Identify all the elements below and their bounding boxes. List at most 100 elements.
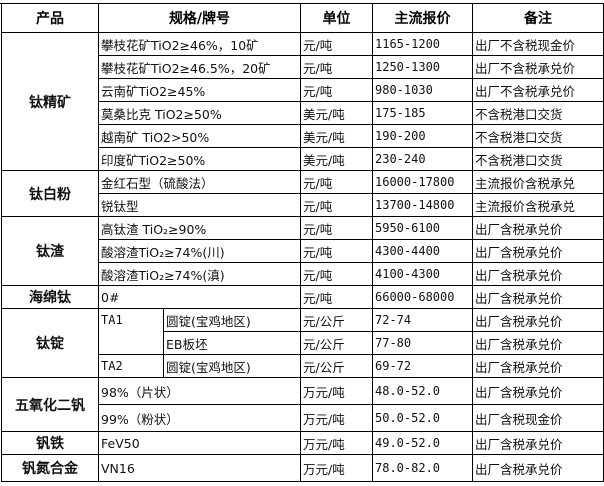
price-cell: 48.0-52.0 [372,377,473,405]
header-note: 备注 [472,3,604,33]
spec-cell: 高钛渣 TiO₂≥90% [98,216,301,240]
unit-cell: 元/吨 [300,193,373,217]
spec-cell: 云南矿TiO2≥45% [98,78,301,102]
spec-cell: 越南矿 TiO2>50% [98,124,301,148]
note-cell: 出厂不含税承兑价 [472,78,604,102]
price-cell: 1250-1300 [372,55,473,79]
note-cell: 出厂含税承兑价 [472,377,604,405]
price-table: 产品 规格/牌号 单位 主流报价 备注 钛精矿 攀枝花矿TiO2≥46%，10矿元… [1,3,604,482]
note-cell: 出厂含税承兑价 [472,454,604,482]
table-row: 海绵钛 0# 元/吨 66000-68000 出厂含税承兑价 [1,285,604,309]
unit-cell: 元/吨 [300,262,373,286]
note-cell: 主流报价含税承兑 [472,170,604,194]
note-cell: 出厂含税承兑价 [472,239,604,263]
note-cell: 出厂含税承兑价 [472,431,604,455]
unit-cell: 元/吨 [300,32,373,56]
header-row: 产品 规格/牌号 单位 主流报价 备注 [1,3,604,33]
price-cell: 190-200 [372,124,473,148]
spec-cell: 圆锭(宝鸡地区) [163,354,301,378]
table-row: 钛渣 高钛渣 TiO₂≥90% 元/吨 5950-6100 出厂含税承兑价 [1,216,604,286]
unit-cell: 元/吨 [300,285,373,309]
note-cell: 不含税港口交货 [472,124,604,148]
unit-cell: 万元/吨 [300,454,373,482]
note-cell: 出厂不含税承兑价 [472,55,604,79]
spec-cell: VN16 [98,454,301,482]
unit-cell: 美元/吨 [300,147,373,171]
table-row: 钛精矿 攀枝花矿TiO2≥46%，10矿 元/吨 1165-1200 出厂不含税现金价 [1,32,604,171]
product-name: 钛精矿 [1,32,99,171]
note-cell: 出厂不含税现金价 [472,32,604,56]
spec-cell: 攀枝花矿TiO2≥46%，10矿 [98,32,301,56]
spec-cell: 98%（片状） [98,377,301,405]
table-row: 莫桑比克 TiO2≥50% 美元/吨 175-185 不含税港口交货 [2,101,604,125]
table-row: 钛锭 TA1 圆锭(宝鸡地区) 元/公斤 72-74 出厂含税承兑价 [1,308,604,378]
price-cell: 72-74 [372,308,473,332]
unit-cell: 元/公斤 [300,354,373,378]
table-row: EB板坯 元/公斤 77-80 出厂含税承兑价 [2,331,604,355]
note-cell: 出厂含税承兑价 [472,216,604,240]
table-row: 云南矿TiO2≥45% 元/吨 980-1030 出厂不含税承兑价 [2,78,604,102]
note-cell: 出厂含税承兑价 [472,262,604,286]
unit-cell: 元/吨 [300,216,373,240]
product-name: 钒氮合金 [1,454,99,482]
note-cell: 主流报价含税承兑 [472,193,604,217]
price-cell: 16000-17800 [372,170,473,194]
table-row: 攀枝花矿TiO2≥46.5%，20矿 元/吨 1250-1300 出厂不含税承兑价 [2,55,604,79]
spec-cell: 酸溶渣TiO₂≥74%(川) [98,239,301,263]
price-cell: 175-185 [372,101,473,125]
spec-cell: 锐钛型 [98,193,301,217]
spec-cell: 攀枝花矿TiO2≥46.5%，20矿 [98,55,301,79]
unit-cell: 元/公斤 [300,331,373,355]
price-cell: 4300-4400 [372,239,473,263]
unit-cell: 万元/吨 [300,404,373,432]
price-cell: 77-80 [372,331,473,355]
table-row: 五氧化二钒 98%（片状） 万元/吨 48.0-52.0 出厂含税承兑价 [1,377,604,432]
table-row: 钛白粉 金红石型（硫酸法） 元/吨 16000-17800 主流报价含税承兑 [1,170,604,217]
price-cell: 50.0-52.0 [372,404,473,432]
header-product: 产品 [1,3,99,33]
header-unit: 单位 [300,3,373,33]
spec-cell: FeV50 [98,431,301,455]
spec-cell: 酸溶渣TiO₂≥74%(滇) [98,262,301,286]
spec-cell: 印度矿TiO2≥50% [98,147,301,171]
price-cell: 5950-6100 [372,216,473,240]
product-name: 钛渣 [1,216,99,286]
spec-cell: 圆锭(宝鸡地区) [163,308,301,332]
price-cell: 69-72 [372,354,473,378]
table-row: 钒氮合金 VN16 万元/吨 78.0-82.0 出厂含税承兑价 [1,454,604,482]
note-cell: 出厂含税承兑价 [472,308,604,332]
note-cell: 出厂含税承兑价 [472,285,604,309]
note-cell: 出厂含税现金价 [472,404,604,432]
table-row: TA2 圆锭(宝鸡地区) 元/公斤 69-72 出厂含税承兑价 [2,354,604,378]
price-cell: 78.0-82.0 [372,454,473,482]
unit-cell: 元/吨 [300,239,373,263]
note-cell: 出厂含税承兑价 [472,331,604,355]
price-cell: 49.0-52.0 [372,431,473,455]
price-cell: 230-240 [372,147,473,171]
spec-cell: EB板坯 [163,331,301,355]
price-cell: 66000-68000 [372,285,473,309]
grade-ta1: TA1 [98,308,164,355]
note-cell: 出厂含税承兑价 [472,354,604,378]
unit-cell: 美元/吨 [300,124,373,148]
note-cell: 不含税港口交货 [472,101,604,125]
unit-cell: 万元/吨 [300,431,373,455]
unit-cell: 万元/吨 [300,377,373,405]
unit-cell: 元/吨 [300,170,373,194]
unit-cell: 元/公斤 [300,308,373,332]
product-name: 钒铁 [1,431,99,455]
header-spec: 规格/牌号 [98,3,301,33]
header-price: 主流报价 [372,3,473,33]
note-cell: 不含税港口交货 [472,147,604,171]
spec-cell: 99%（粉状） [98,404,301,432]
price-cell: 980-1030 [372,78,473,102]
product-name: 钛白粉 [1,170,99,217]
unit-cell: 元/吨 [300,78,373,102]
unit-cell: 美元/吨 [300,101,373,125]
spec-cell: 莫桑比克 TiO2≥50% [98,101,301,125]
product-name: 钛锭 [1,308,99,378]
grade-ta2: TA2 [98,354,164,378]
spec-cell: 金红石型（硫酸法） [98,170,301,194]
table-row: 锐钛型 元/吨 13700-14800 主流报价含税承兑 [2,193,604,217]
unit-cell: 元/吨 [300,55,373,79]
